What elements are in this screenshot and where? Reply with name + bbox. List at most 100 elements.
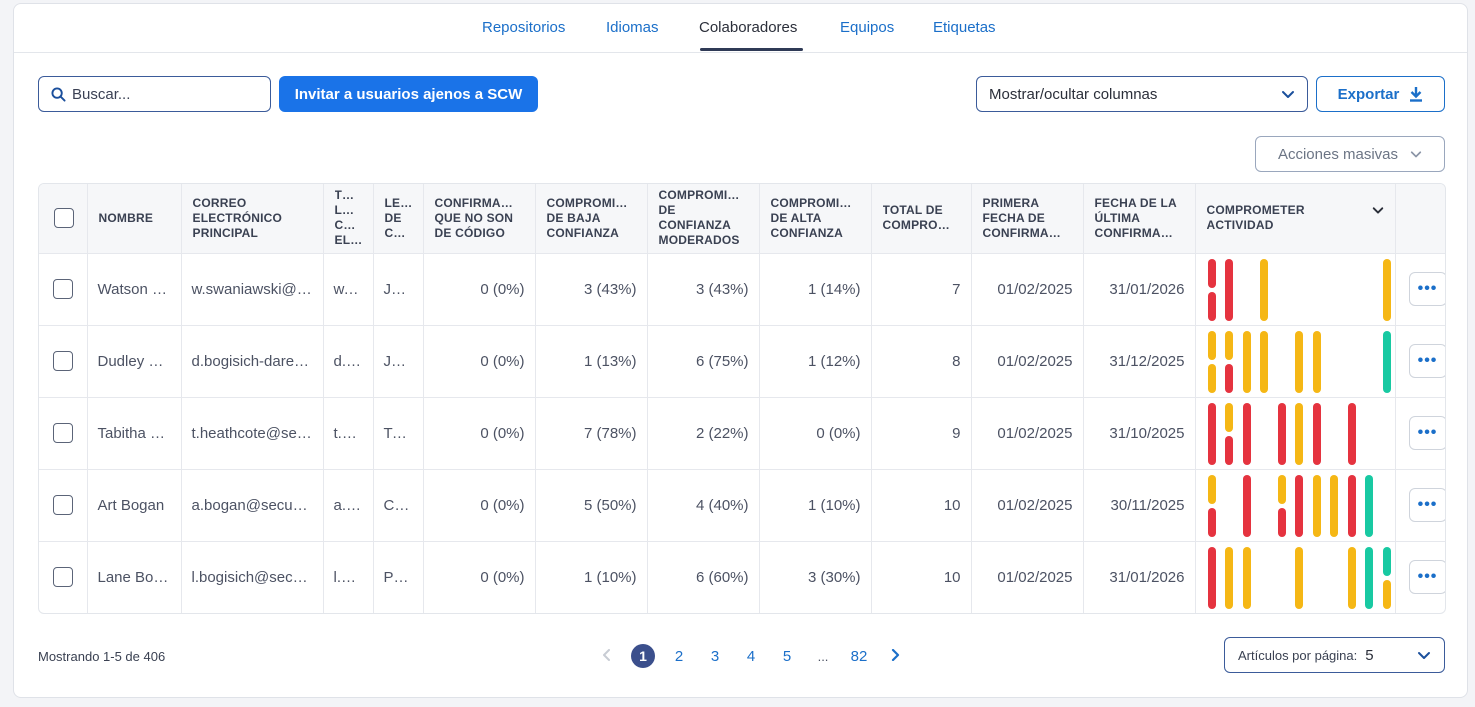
row-checkbox[interactable] bbox=[53, 423, 73, 443]
header-nombre[interactable]: Nombre bbox=[87, 184, 182, 254]
row-actions-button[interactable]: ••• bbox=[1408, 488, 1445, 522]
activity-bar bbox=[1347, 475, 1356, 537]
page-3-button[interactable]: 3 bbox=[710, 647, 720, 665]
more-horizontal-icon: ••• bbox=[1417, 568, 1438, 585]
header-activity[interactable]: Comprometer actividad bbox=[1195, 184, 1396, 254]
activity-bar bbox=[1207, 259, 1216, 288]
header-correo[interactable]: Correo electrónico principal bbox=[181, 184, 324, 254]
page-82-button[interactable]: 82 bbox=[850, 647, 868, 665]
header-non-code[interactable]: Confirma… que no son de código bbox=[423, 184, 536, 254]
tab-etiquetas[interactable]: Etiquetas bbox=[933, 19, 996, 36]
activity-bar bbox=[1295, 403, 1303, 465]
tab-idiomas[interactable]: Idiomas bbox=[606, 19, 659, 36]
bulk-actions-button[interactable]: Acciones masivas bbox=[1255, 136, 1445, 172]
cell-col4: C+… bbox=[373, 469, 424, 542]
row-actions-button[interactable]: ••• bbox=[1408, 560, 1445, 594]
activity-bar bbox=[1312, 475, 1321, 537]
cell-actions: ••• bbox=[1395, 541, 1445, 613]
activity-bar bbox=[1225, 436, 1233, 465]
activity-bar bbox=[1207, 292, 1216, 321]
tab-bar: Repositorios Idiomas Colaboradores Equip… bbox=[14, 4, 1467, 53]
show-hide-columns-select[interactable]: Mostrar/ocultar columnas bbox=[976, 76, 1308, 112]
row-checkbox[interactable] bbox=[53, 351, 73, 371]
row-checkbox-cell bbox=[39, 469, 88, 542]
tab-colaboradores[interactable]: Colaboradores bbox=[699, 19, 798, 36]
activity-bar bbox=[1365, 475, 1373, 537]
items-per-page-label: Artículos por página: bbox=[1238, 647, 1358, 663]
activity-bar bbox=[1295, 475, 1303, 537]
header-last-commit[interactable]: Fecha de la última confirma… bbox=[1083, 184, 1196, 254]
cell-activity bbox=[1195, 469, 1396, 542]
invite-external-users-button[interactable]: Invitar a usuarios ajenos a SCW bbox=[279, 76, 538, 112]
cell-low: 1 (13%) bbox=[535, 325, 648, 398]
cell-moderate: 6 (75%) bbox=[647, 325, 760, 398]
prev-page-button[interactable] bbox=[589, 648, 625, 665]
row-actions-button[interactable]: ••• bbox=[1408, 416, 1445, 450]
cell-low: 7 (78%) bbox=[535, 397, 648, 470]
activity-bar bbox=[1242, 403, 1251, 465]
page-5-button[interactable]: 5 bbox=[782, 647, 792, 665]
export-button[interactable]: Exportar bbox=[1316, 76, 1445, 112]
header-actions bbox=[1395, 184, 1445, 254]
header-low-confidence[interactable]: Compromi… de baja confianza bbox=[535, 184, 648, 254]
row-checkbox[interactable] bbox=[53, 495, 73, 515]
row-checkbox-cell bbox=[39, 397, 88, 470]
activity-bar bbox=[1312, 403, 1321, 465]
row-checkbox[interactable] bbox=[53, 279, 73, 299]
bulk-actions-label: Acciones masivas bbox=[1277, 145, 1399, 163]
activity-bar bbox=[1277, 508, 1286, 537]
activity-bar bbox=[1382, 259, 1391, 321]
next-page-button[interactable] bbox=[877, 648, 913, 665]
cell-name: Dudley B… bbox=[87, 325, 182, 398]
cell-actions: ••• bbox=[1395, 325, 1445, 398]
row-actions-button[interactable]: ••• bbox=[1408, 344, 1445, 378]
row-checkbox-cell bbox=[39, 541, 88, 613]
cell-activity bbox=[1195, 253, 1396, 326]
cell-total: 9 bbox=[871, 397, 972, 470]
tab-equipos[interactable]: Equipos bbox=[840, 19, 895, 36]
header-col3[interactable]: T… L… C… EL… bbox=[323, 184, 374, 254]
cell-moderate: 2 (22%) bbox=[647, 397, 760, 470]
select-all-checkbox[interactable] bbox=[54, 208, 74, 229]
cell-last-commit: 31/01/2026 bbox=[1083, 541, 1196, 613]
activity-sparkline bbox=[1202, 329, 1391, 393]
activity-bar bbox=[1277, 403, 1286, 465]
items-per-page-select[interactable]: Artículos por página: 5 bbox=[1224, 637, 1445, 673]
table-row: Lane Bog… l.bogisich@secur… l.b… PH… 0 (… bbox=[39, 541, 1445, 613]
page-4-button[interactable]: 4 bbox=[746, 647, 756, 665]
header-first-commit[interactable]: Primera fecha de confirma… bbox=[971, 184, 1084, 254]
row-actions-button[interactable]: ••• bbox=[1408, 272, 1445, 306]
page-1-button[interactable]: 1 bbox=[625, 644, 661, 668]
search-input[interactable] bbox=[72, 85, 252, 103]
activity-bar bbox=[1207, 508, 1216, 537]
cell-col3: d.b… bbox=[323, 325, 374, 398]
cell-email: t.heathcote@sec… bbox=[181, 397, 324, 470]
chevron-down-icon[interactable] bbox=[1372, 204, 1384, 220]
header-high-confidence[interactable]: Compromi… de alta confianza bbox=[759, 184, 872, 254]
search-box[interactable] bbox=[38, 76, 271, 112]
activity-bar bbox=[1330, 475, 1338, 537]
activity-bar bbox=[1277, 475, 1286, 504]
row-checkbox[interactable] bbox=[53, 567, 73, 587]
cell-high: 1 (14%) bbox=[759, 253, 872, 326]
results-count: Mostrando 1-5 de 406 bbox=[38, 649, 166, 664]
activity-bar bbox=[1242, 475, 1251, 537]
pagination: 1 2 3 4 5 ... 82 bbox=[589, 642, 913, 670]
cell-col3: a.b… bbox=[323, 469, 374, 542]
header-total[interactable]: Total de compro… bbox=[871, 184, 972, 254]
more-horizontal-icon: ••• bbox=[1417, 352, 1438, 369]
page-2-button[interactable]: 2 bbox=[674, 647, 684, 665]
activity-bar bbox=[1347, 547, 1356, 609]
header-select-all bbox=[39, 184, 88, 254]
tab-repositorios[interactable]: Repositorios bbox=[482, 19, 566, 36]
activity-bar bbox=[1242, 331, 1251, 393]
cell-email: l.bogisich@secur… bbox=[181, 541, 324, 613]
more-horizontal-icon: ••• bbox=[1417, 424, 1438, 441]
activity-bar bbox=[1260, 259, 1268, 321]
header-moderate-confidence[interactable]: Compromi… de confianza moderados bbox=[647, 184, 760, 254]
page-ellipsis: ... bbox=[817, 648, 829, 664]
activity-bar bbox=[1207, 403, 1216, 465]
header-col4[interactable]: LE… DE C… bbox=[373, 184, 424, 254]
cell-col3: w.s… bbox=[323, 253, 374, 326]
activity-bar bbox=[1382, 580, 1391, 609]
